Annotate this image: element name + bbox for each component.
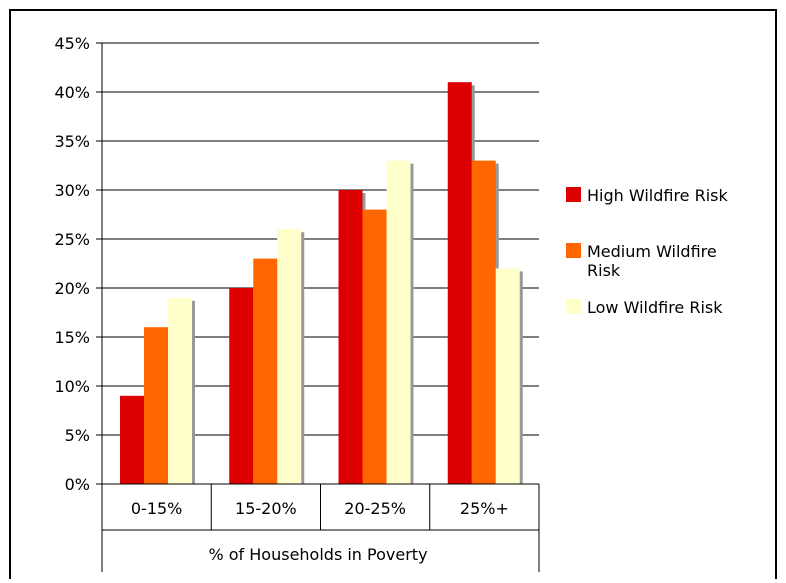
bar [144, 327, 168, 484]
bar [229, 288, 254, 484]
y-tick-label: 35% [54, 132, 90, 151]
legend-label: Low Wildfire Risk [587, 298, 723, 317]
x-tick-label: 25%+ [460, 499, 509, 518]
y-tick-label: 10% [54, 377, 90, 396]
bar [253, 258, 278, 484]
legend-label: Risk [587, 261, 621, 280]
x-tick-label: 20-25% [344, 499, 406, 518]
bar [447, 82, 472, 484]
y-tick-label: 5% [65, 426, 90, 445]
y-tick-label: 15% [54, 328, 90, 347]
x-tick-labels: 0-15% 15-20% 20-25% 25%+ [131, 499, 509, 518]
bar [362, 209, 387, 484]
y-tick-label: 40% [54, 83, 90, 102]
x-tick-label: 0-15% [131, 499, 183, 518]
y-tick-labels: 0% 5% 10% 15% 20% 25% 30% 35% 40% 45% [54, 34, 90, 494]
legend-swatch [566, 243, 581, 258]
legend-swatch [566, 187, 581, 202]
bar [120, 395, 144, 484]
x-tick-label: 15-20% [235, 499, 297, 518]
bar [386, 160, 411, 484]
bar [471, 160, 496, 484]
x-axis-label: % of Households in Poverty [208, 545, 427, 564]
y-tick-label: 30% [54, 181, 90, 200]
bar [277, 229, 302, 484]
y-tick-label: 20% [54, 279, 90, 298]
bar [168, 297, 192, 484]
y-tick-label: 25% [54, 230, 90, 249]
bars [120, 82, 523, 484]
legend-label: High Wildfire Risk [587, 186, 729, 205]
bar [338, 190, 363, 484]
y-tick-label: 45% [54, 34, 90, 53]
y-tick-label: 0% [65, 475, 90, 494]
bar [495, 268, 520, 484]
legend-swatch [566, 299, 581, 314]
legend-label: Medium Wildfire [587, 242, 717, 261]
axes [101, 43, 540, 572]
